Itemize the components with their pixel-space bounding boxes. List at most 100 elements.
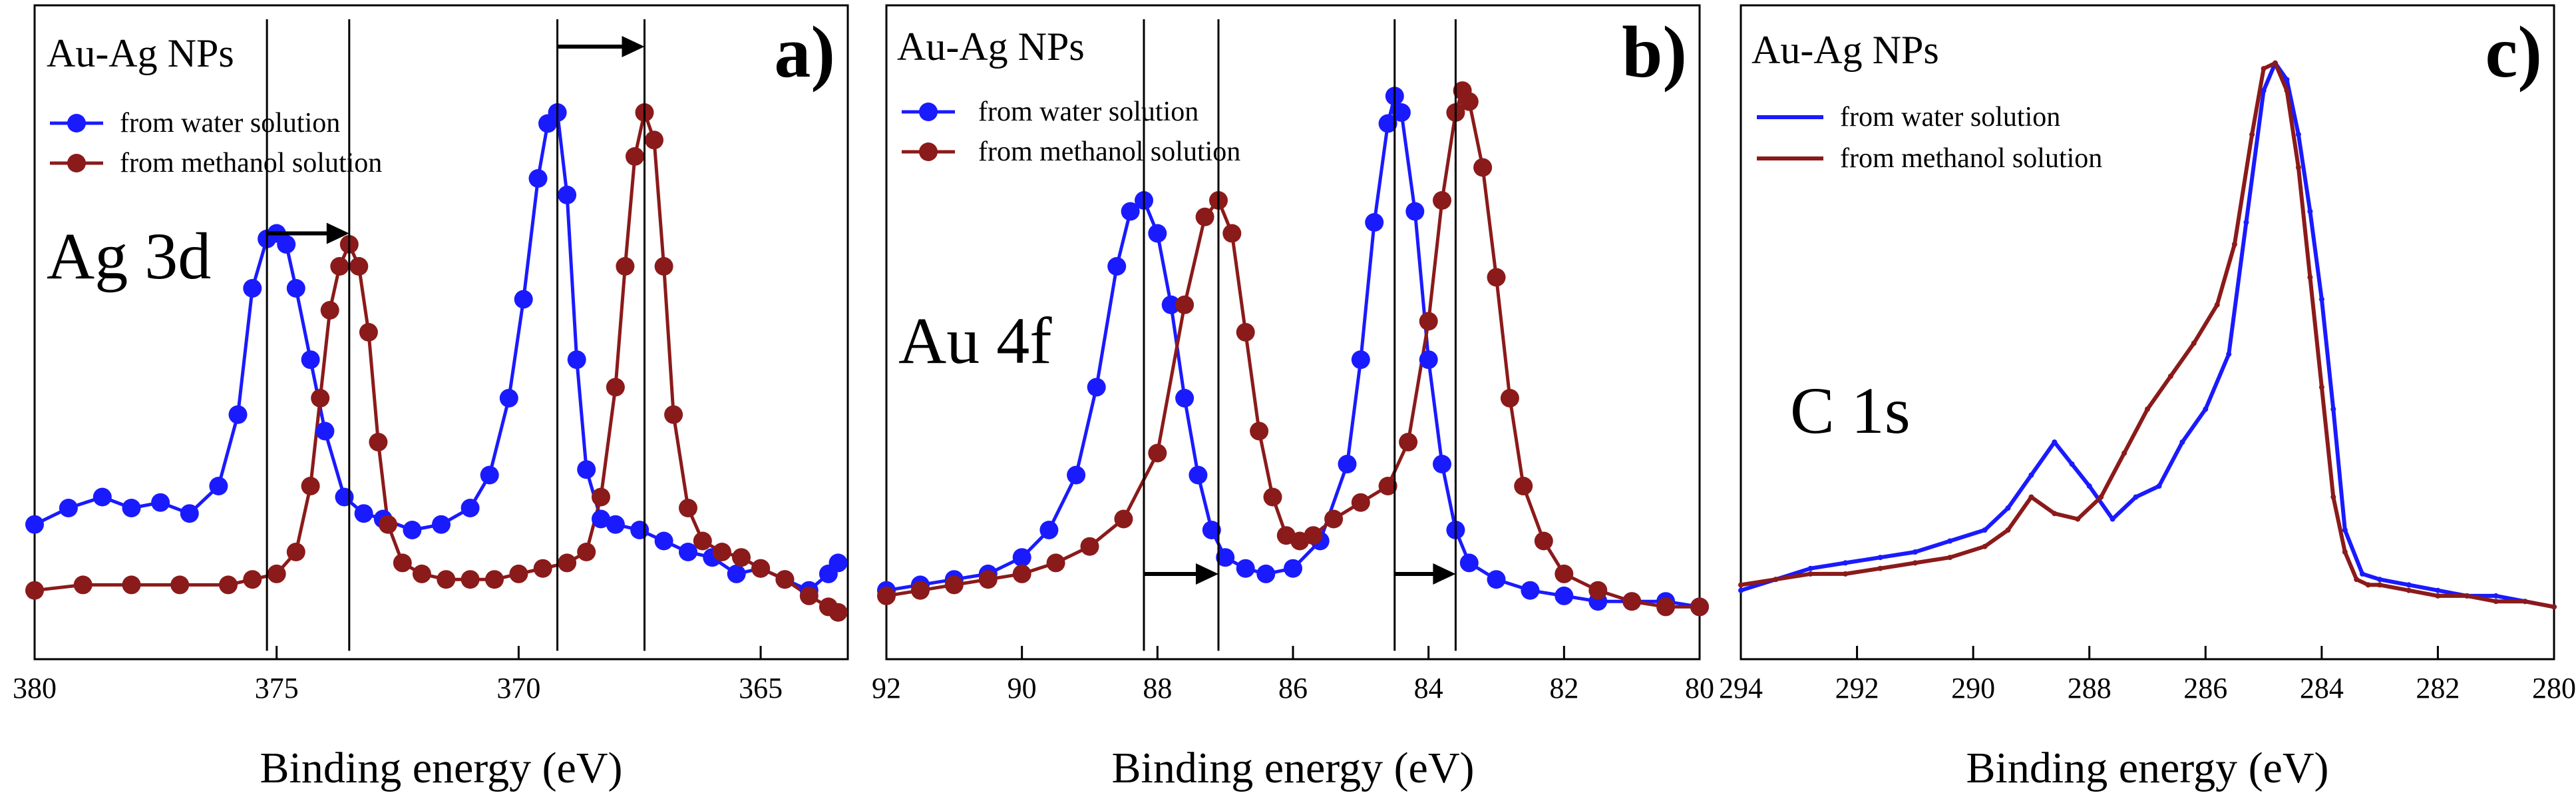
panel-c-series-0-point [1947, 538, 1953, 544]
panel-b-series-1-point [1324, 509, 1344, 529]
panel-b-series-0-point [1202, 521, 1221, 539]
panel-c-series-1-point [2318, 384, 2324, 390]
panel-b-series-1-point [1263, 487, 1282, 507]
panel-b-series-1-point [1514, 477, 1533, 495]
panel-b-series-1-point [1046, 553, 1065, 573]
panel-b-series-1-point [1222, 224, 1242, 243]
panel-c-legend: from water solution from methanol soluti… [1757, 102, 2102, 174]
panel-c-series-1-point [2493, 599, 2499, 605]
panel-b-series-1-point [1114, 509, 1133, 529]
panel-c-legend-water-label: from water solution [1840, 102, 2060, 133]
panel-b-title: Au-Ag NPs [897, 25, 1085, 69]
panel-c-x-tick-label: 286 [2183, 672, 2227, 704]
panel-a-x-tick-label: 365 [739, 672, 783, 704]
panel-a-series-1-point [828, 603, 848, 622]
panel-a-series-1-point [170, 575, 190, 595]
panel-b-series-1-point [1175, 295, 1195, 314]
panel-c-series-1-point [1982, 543, 1988, 549]
panel-c-series-0-point [1877, 555, 1883, 561]
panel-b-series-0-point [1121, 202, 1140, 221]
panel-b-legend: from water solution from methanol soluti… [902, 97, 1240, 167]
panel-a-series-1-point [645, 131, 663, 150]
panel-c-series-0-point [2005, 505, 2011, 511]
panel-a-series-1-point [393, 553, 412, 573]
panel-b-series-0-point [1087, 378, 1106, 397]
panel-a-series-1-point [485, 570, 504, 589]
panel-a-series-1-point [286, 543, 305, 561]
panel-b-x-tick-label: 90 [1008, 672, 1037, 704]
panel-b-shift-arrow-head [1195, 563, 1218, 585]
panel-a-series-1-point [577, 543, 596, 561]
panel-b-series-0-point [1487, 570, 1506, 589]
panel-b-series-0-point [1107, 257, 1127, 276]
panel-c-series-1-point [2121, 450, 2127, 456]
panel-a-series-1-point [122, 575, 141, 595]
panel-a-series-1-point [799, 586, 819, 605]
panel-c-series-1-point [2052, 511, 2058, 517]
panel-b-series-0-point [1433, 455, 1451, 473]
panel-a-series-0-point [480, 465, 499, 485]
panel-a-series-1-point [369, 433, 388, 451]
panel-a-series-1-point [533, 559, 552, 578]
panel-c-label: c) [2485, 11, 2542, 93]
panel-b-series-0-point [1284, 559, 1302, 578]
panel-a-series-1-point [219, 575, 238, 595]
panel-a-x-tick-label: 370 [496, 672, 540, 704]
panel-c-series-1-point [2330, 494, 2336, 500]
panel-c-x-tick-label: 282 [2416, 672, 2460, 704]
panel-b-x-tick-label: 92 [872, 672, 901, 704]
panel-c-series-0-point [2435, 587, 2441, 593]
panel-a-series-1-point [330, 257, 349, 276]
panel-c: 294 292 290 288 286 284 282 280 Au-Ag NPs c) C … [1719, 4, 2576, 792]
panel-a-series-0-point [92, 487, 112, 507]
panel-a-series-1-point [379, 515, 397, 534]
panel-b-series-1-point [1656, 597, 1676, 617]
panel-a-series-0-point [577, 460, 596, 479]
panel-c-series-1-point [2522, 599, 2528, 605]
panel-b-series-markers [877, 81, 1709, 617]
panel-c-series-1-point [2406, 587, 2412, 593]
panel-a-series-0-point [606, 515, 625, 534]
panel-a-legend-water-label: from water solution [120, 108, 340, 138]
panel-a-series-0-point [514, 290, 533, 309]
panel-a-series-1-point [311, 389, 330, 407]
panel-b-series-0-point [1405, 202, 1425, 221]
panel-c-series-0-point [2243, 220, 2249, 225]
panel-c-series-0-point [1843, 560, 1849, 566]
panel-b-shift-arrow-head [1433, 563, 1456, 585]
panel-a-x-tick-label: 380 [13, 672, 57, 704]
panel-a-peak-lines [266, 19, 645, 651]
panel-a: 380 375 370 365 Au-Ag NPs a) Ag 3d from wat… [13, 4, 849, 792]
panel-a-series-0-point [630, 521, 649, 539]
panel-a-series-1-point [606, 378, 625, 397]
panel-c-series-0-point [2377, 577, 2383, 583]
panel-b-legend-water-marker [919, 103, 938, 121]
panel-a-series-0-point [180, 504, 199, 523]
panel-c-series-0-point [2493, 593, 2499, 599]
panel-c-series-0-point [2307, 208, 2313, 214]
panel-a-series-0-point [499, 389, 518, 407]
panel-a-series-0-point [59, 499, 78, 517]
panel-c-series-1-point [2231, 242, 2237, 247]
panel-b-series-0-point [1067, 465, 1086, 485]
panel-a-series-markers [25, 103, 848, 622]
panel-a-series-0-point [335, 487, 354, 507]
panel-b-series-0-point [1459, 553, 1479, 573]
panel-c-series-1-point [2342, 549, 2348, 555]
panel-b-series-1-point [1500, 389, 1519, 407]
panel-b-series-0-point [1012, 548, 1031, 567]
panel-b-series-1-point [1555, 564, 1574, 583]
panel-b-series-1-point [910, 581, 930, 600]
panel-b-series-1-point [1487, 268, 1506, 287]
panel-b-series-1-point [1236, 323, 1255, 342]
panel-b-series-0-point [1216, 548, 1235, 567]
panel-a-series-1-point [775, 570, 795, 589]
panel-c-series-1-point [1807, 571, 1813, 577]
panel-a-shift-arrow-head [326, 222, 349, 244]
panel-b-series-1-point [1080, 537, 1099, 556]
panel-c-series-1-point [2307, 274, 2313, 280]
panel-c-series-1-point [2295, 164, 2301, 170]
panel-b-series-0-point [1378, 114, 1397, 133]
panel-b-series-0-point [1365, 213, 1384, 232]
panel-b-series-1-point [1378, 477, 1397, 495]
